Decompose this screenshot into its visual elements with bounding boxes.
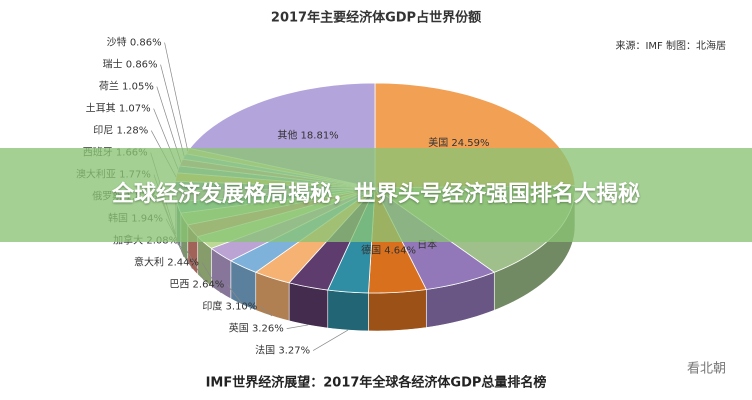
value-label: 4.64% [384,246,416,257]
category-label: 其他 [277,129,297,142]
category-label: 美国 [428,136,448,149]
category-label: 荷兰 [99,80,119,93]
banner-title: 全球经济发展格局揭秘，世界头号经济强国排名大揭秘 [111,182,640,207]
leader-line [260,306,273,317]
slice-side [368,289,427,332]
category-label: 印尼 [93,125,113,137]
category-label: 德国 [361,244,381,257]
category-label: 瑞士 [103,58,123,71]
value-label: 2.44% [167,258,199,269]
data-label: 巴西 2.64% [169,279,224,291]
data-label: 沙特 0.86% [107,37,162,49]
value-label: 2.64% [193,280,225,291]
category-label: 印度 [202,300,222,313]
data-label: 法国 3.27% [255,344,310,357]
chart-title: 2017年主要经济体GDP占世界份额 [271,10,481,26]
data-label: 美国 24.59% [428,136,489,149]
data-label: 英国 3.26% [229,322,284,335]
leader-line [227,284,244,306]
data-label: 土耳其 1.07% [86,102,151,115]
data-label: 瑞士 0.86% [103,58,158,71]
data-label: 荷兰 1.05% [99,80,154,93]
data-label: 印度 3.10% [202,300,257,313]
leader-line [286,324,309,329]
data-label: 意大利 2.44% [134,256,199,269]
category-label: 土耳其 [86,102,116,115]
value-label: 0.86% [126,60,158,71]
data-label: 其他 18.81% [277,129,338,142]
slice-side [327,289,369,332]
value-label: 3.10% [226,302,258,313]
leader-line [164,42,189,152]
data-label: 德国 4.64% [361,244,416,257]
leader-line [160,64,185,157]
caption: IMF世界经济展望：2017年全球各经济体GDP总量排名榜 [206,375,547,391]
value-label: 3.27% [278,346,310,357]
category-label: 意大利 [134,256,164,269]
leader-line [201,262,221,293]
category-label: 法国 [255,344,275,357]
data-label: 印尼 1.28% [93,125,148,137]
value-label: 3.26% [252,324,284,335]
watermark: 看北朝 [687,361,726,377]
leader-line [180,240,205,281]
value-label: 1.05% [122,82,154,93]
value-label: 0.86% [130,38,162,49]
category-label: 巴西 [169,279,189,291]
value-label: 1.07% [119,104,151,115]
value-label: 18.81% [301,131,339,142]
banner: 全球经济发展格局揭秘，世界头号经济强国排名大揭秘 [0,148,752,242]
value-label: 24.59% [451,138,489,149]
leader-line [312,329,349,351]
category-label: 沙特 [107,37,127,49]
category-label: 英国 [229,322,249,335]
value-label: 1.28% [116,126,148,137]
source: 来源：IMF 制图：北海居 [615,39,726,52]
